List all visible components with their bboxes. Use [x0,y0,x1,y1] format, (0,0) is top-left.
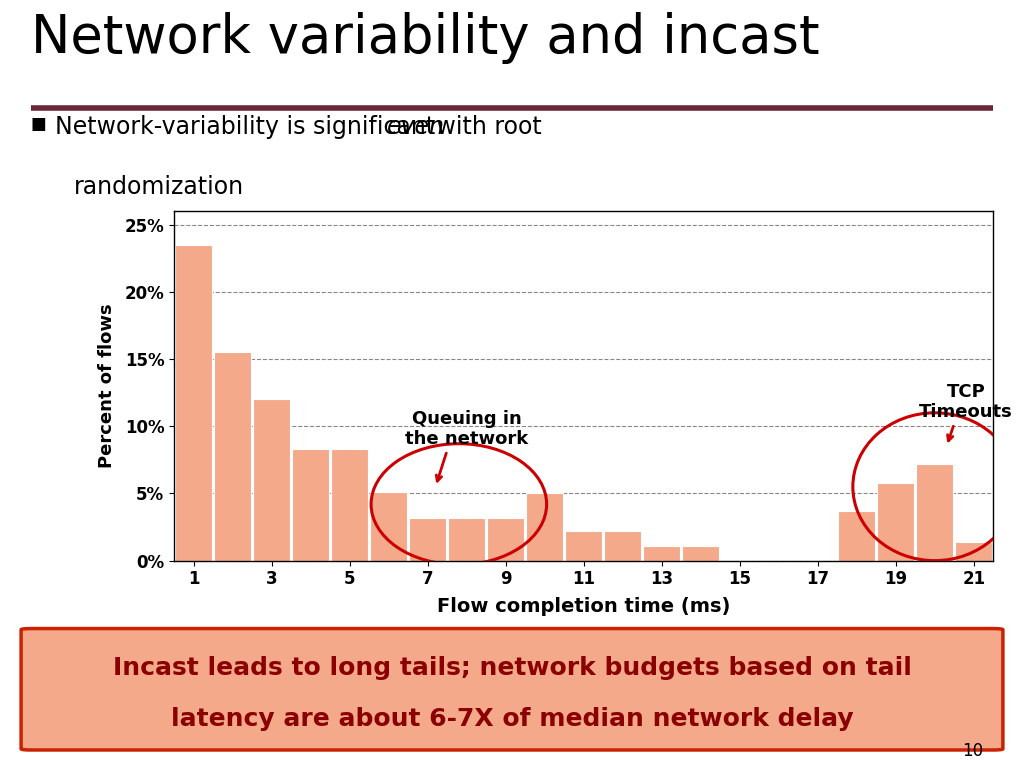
Text: even: even [387,115,445,139]
Bar [331,449,369,561]
Text: randomization: randomization [74,175,244,199]
Bar [410,518,446,561]
Bar [370,492,408,561]
Text: Incast leads to long tails; network budgets based on tail: Incast leads to long tails; network budg… [113,656,911,680]
Bar [604,531,641,561]
FancyBboxPatch shape [22,628,1002,750]
Text: TCP
Timeouts: TCP Timeouts [920,382,1013,422]
Text: ■: ■ [31,115,46,133]
Bar [526,493,563,561]
Bar [449,518,485,561]
Bar [643,546,680,561]
Bar [565,531,602,561]
Bar [955,542,992,561]
Text: Network variability and incast: Network variability and incast [31,12,819,64]
Text: with root: with root [429,115,542,139]
Bar [253,399,290,561]
Bar [682,546,719,561]
Bar [878,483,914,561]
Text: Queuing in
the network: Queuing in the network [406,409,528,449]
Text: 10: 10 [962,743,983,760]
Bar [487,518,524,561]
Bar [839,511,876,561]
Bar [916,464,953,561]
Text: Network-variability is significant: Network-variability is significant [55,115,443,139]
Y-axis label: Percent of flows: Percent of flows [98,303,117,468]
X-axis label: Flow completion time (ms): Flow completion time (ms) [437,597,730,616]
Bar [214,353,251,561]
Bar [175,245,212,561]
Text: latency are about 6-7X of median network delay: latency are about 6-7X of median network… [171,707,853,731]
Bar [292,449,329,561]
